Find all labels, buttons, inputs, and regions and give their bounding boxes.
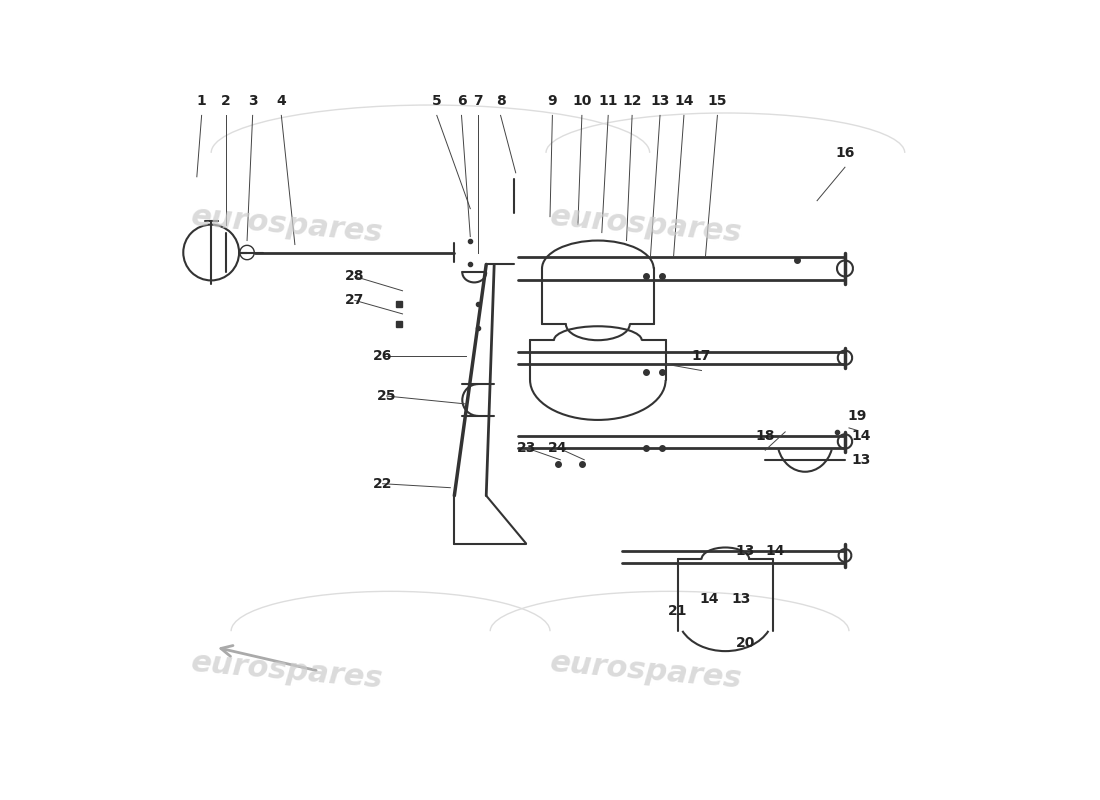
Text: 5: 5 <box>432 94 442 108</box>
Text: 13: 13 <box>650 94 670 108</box>
FancyArrowPatch shape <box>221 646 316 670</box>
Text: 1: 1 <box>197 94 207 108</box>
Text: 20: 20 <box>736 636 755 650</box>
Text: 19: 19 <box>847 409 867 423</box>
Text: 28: 28 <box>345 270 364 283</box>
Text: 10: 10 <box>572 94 592 108</box>
Text: 25: 25 <box>377 389 396 403</box>
Text: 14: 14 <box>674 94 694 108</box>
Text: 22: 22 <box>373 477 393 490</box>
Text: 6: 6 <box>456 94 466 108</box>
Text: 15: 15 <box>707 94 727 108</box>
Text: 23: 23 <box>516 441 536 455</box>
Text: 7: 7 <box>473 94 483 108</box>
Text: eurospares: eurospares <box>549 202 742 247</box>
Text: 17: 17 <box>692 349 712 363</box>
Text: 3: 3 <box>248 94 257 108</box>
Text: 27: 27 <box>345 294 364 307</box>
Text: 12: 12 <box>623 94 642 108</box>
Text: 26: 26 <box>373 349 393 363</box>
Text: 14: 14 <box>851 429 871 443</box>
Text: 9: 9 <box>548 94 558 108</box>
Text: 8: 8 <box>496 94 505 108</box>
Text: 2: 2 <box>221 94 230 108</box>
Text: eurospares: eurospares <box>189 648 384 694</box>
Text: 16: 16 <box>835 146 855 160</box>
Text: 4: 4 <box>276 94 286 108</box>
Text: 14: 14 <box>766 545 785 558</box>
Text: 14: 14 <box>700 592 719 606</box>
Text: 18: 18 <box>756 429 775 443</box>
Text: 13: 13 <box>736 545 755 558</box>
Text: 13: 13 <box>851 453 870 466</box>
Text: 11: 11 <box>598 94 618 108</box>
Text: 21: 21 <box>668 604 688 618</box>
Text: eurospares: eurospares <box>189 202 384 247</box>
Text: 13: 13 <box>732 592 751 606</box>
Text: 24: 24 <box>548 441 568 455</box>
Text: eurospares: eurospares <box>549 648 742 694</box>
